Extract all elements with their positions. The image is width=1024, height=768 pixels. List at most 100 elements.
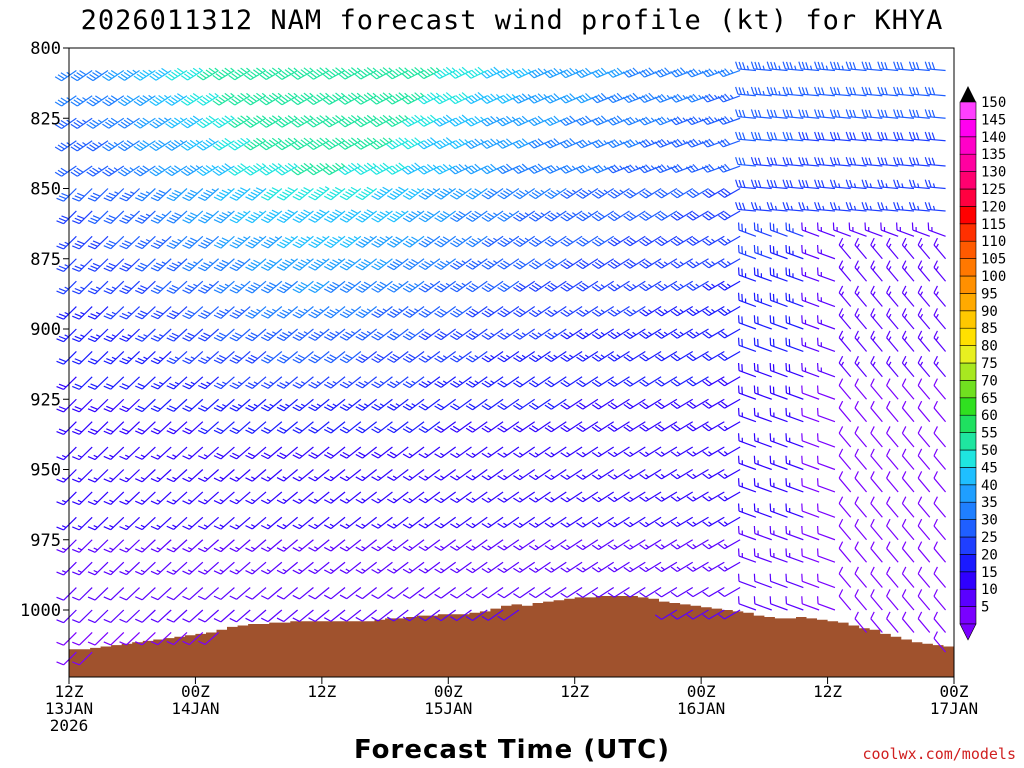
barb-flag xyxy=(387,358,395,363)
wind-barb xyxy=(198,328,220,342)
barb-flag xyxy=(411,68,418,75)
barb-flag xyxy=(183,168,191,175)
barb-half xyxy=(635,117,639,122)
wind-barb xyxy=(291,92,314,106)
barb-flag xyxy=(575,97,582,104)
barb-flag xyxy=(670,263,678,269)
barb-flag xyxy=(313,118,320,125)
barb-flag xyxy=(120,99,128,105)
barb-half xyxy=(303,331,308,335)
barb-flag xyxy=(250,96,257,102)
barb-flag xyxy=(275,99,283,106)
barb-flag xyxy=(135,197,143,202)
wind-barb xyxy=(685,138,709,148)
barb-staff xyxy=(393,587,409,599)
barb-flag xyxy=(452,285,461,291)
barb-flag xyxy=(232,357,240,362)
barb-half xyxy=(235,546,240,550)
barb-flag xyxy=(281,96,289,102)
barb-flag xyxy=(560,522,568,528)
barb-half xyxy=(340,92,345,97)
barb-flag xyxy=(250,261,258,267)
barb-flag xyxy=(591,544,599,550)
barb-staff xyxy=(157,587,172,601)
wind-barb xyxy=(670,539,694,550)
barb-half xyxy=(356,137,361,142)
wind-barb xyxy=(654,116,678,126)
barb-flag xyxy=(360,118,368,124)
barb-flag xyxy=(642,379,650,385)
barb-flag xyxy=(329,166,336,172)
barb-flag xyxy=(276,617,285,623)
wind-barb xyxy=(638,164,662,174)
wind-barb xyxy=(213,258,235,272)
barb-half xyxy=(597,496,602,501)
barb-flag xyxy=(670,451,678,457)
barb-flag xyxy=(563,332,571,338)
wind-barb xyxy=(497,609,520,621)
barb-flag xyxy=(213,407,222,412)
barb-flag xyxy=(79,70,87,76)
barb-flag xyxy=(452,310,461,316)
barb-flag xyxy=(56,661,64,666)
barb-flag xyxy=(534,69,541,76)
barb-staff xyxy=(550,587,567,599)
barb-flag xyxy=(153,357,161,362)
barb-half xyxy=(550,497,555,501)
barb-flag xyxy=(213,337,222,342)
wind-barb xyxy=(198,398,220,412)
wind-barb xyxy=(86,165,109,177)
barb-flag xyxy=(221,189,230,194)
barb-flag xyxy=(626,402,634,408)
barb-flag xyxy=(418,568,426,574)
barb-flag xyxy=(553,93,560,100)
wind-barb xyxy=(355,376,378,389)
barb-staff xyxy=(220,609,235,623)
barb-flag xyxy=(405,215,413,221)
barb-flag xyxy=(426,211,435,216)
wind-barb xyxy=(72,469,93,483)
barb-flag xyxy=(392,261,400,266)
barb-flag xyxy=(528,334,536,340)
wind-barb xyxy=(165,93,188,106)
barb-flag xyxy=(341,167,349,174)
barb-flag xyxy=(452,380,461,386)
barb-flag xyxy=(182,219,190,224)
barb-half xyxy=(377,568,382,572)
barb-flag xyxy=(591,71,598,78)
wind-barb xyxy=(591,328,615,340)
wind-barb xyxy=(339,376,362,389)
barb-flag xyxy=(499,71,507,78)
barb-flag xyxy=(234,96,242,102)
barb-half xyxy=(298,498,303,502)
barb-flag xyxy=(685,118,693,125)
barb-flag xyxy=(149,123,157,129)
barb-flag xyxy=(180,75,188,81)
wind-barb xyxy=(72,561,93,576)
barb-flag xyxy=(219,332,227,337)
wind-barb xyxy=(576,280,599,292)
barb-flag xyxy=(450,357,458,363)
barb-flag xyxy=(355,428,363,434)
barb-half xyxy=(676,496,681,500)
barb-flag xyxy=(626,213,634,220)
barb-staff xyxy=(94,609,109,623)
barb-flag xyxy=(534,190,542,196)
barb-flag xyxy=(310,426,319,432)
barb-flag xyxy=(268,94,276,101)
barb-flag xyxy=(200,427,209,432)
barb-flag xyxy=(350,209,358,214)
barb-flag xyxy=(250,191,258,197)
barb-half xyxy=(503,522,508,527)
wind-barb xyxy=(591,139,614,149)
wind-barb xyxy=(212,137,235,151)
wind-barb xyxy=(244,115,267,128)
wind-barb xyxy=(135,469,156,483)
wind-barb xyxy=(56,651,77,666)
barb-flag xyxy=(452,215,461,220)
wind-barb xyxy=(465,491,488,503)
wind-barb xyxy=(276,561,299,575)
wind-barb xyxy=(560,587,583,598)
wind-barb xyxy=(135,235,156,250)
barb-half xyxy=(313,546,319,550)
